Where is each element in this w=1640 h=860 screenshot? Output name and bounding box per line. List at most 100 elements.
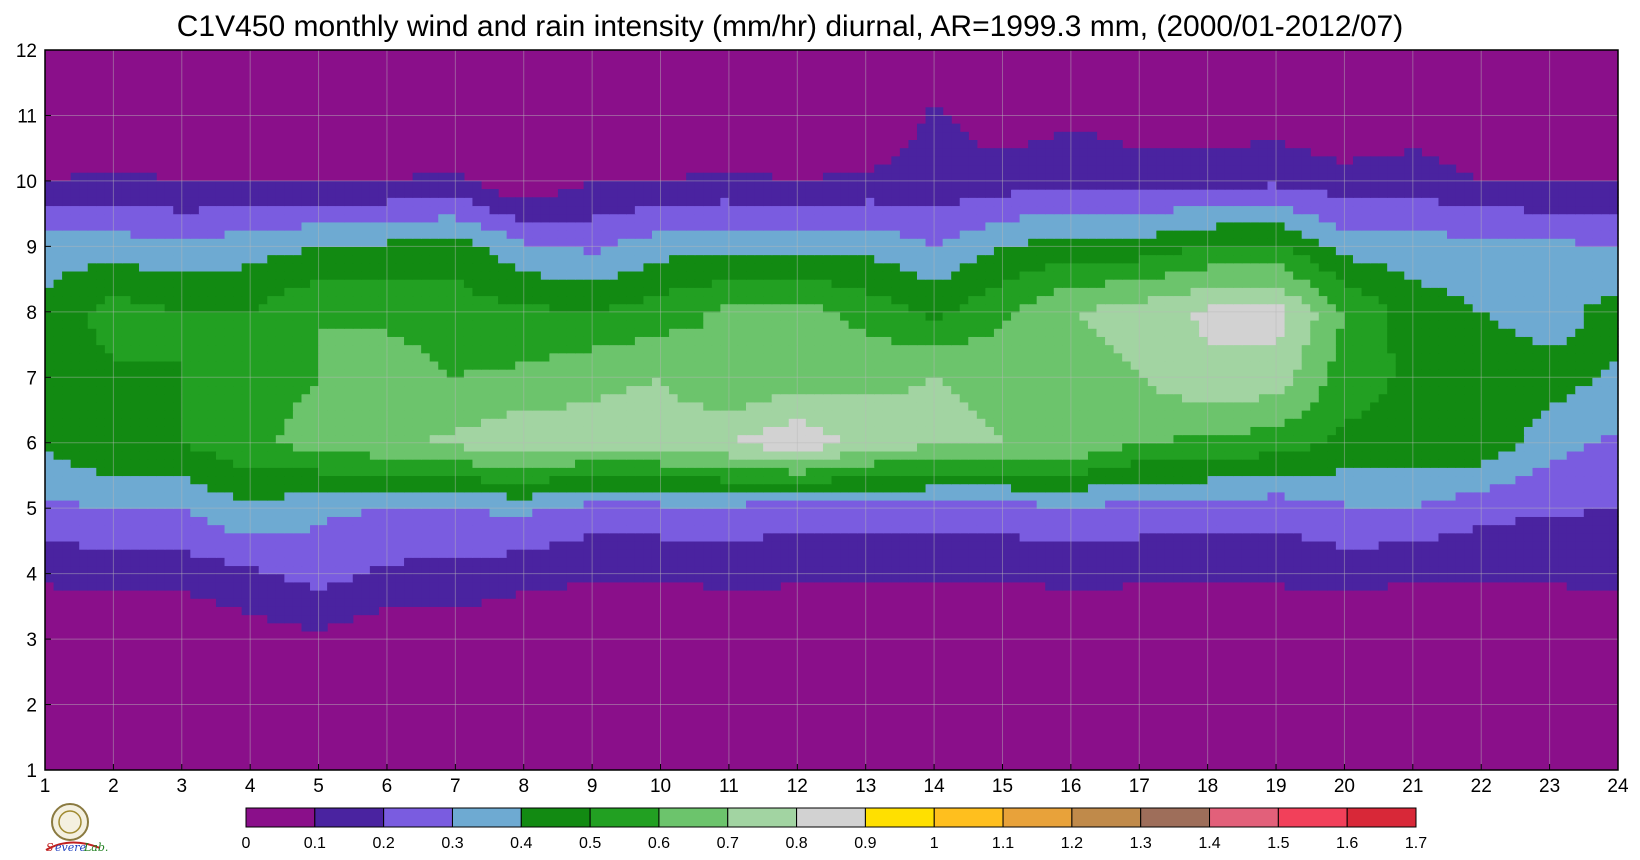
contour-cell [1139, 369, 1149, 378]
contour-cell [207, 581, 217, 591]
contour-cell [1062, 524, 1072, 534]
contour-cell [1011, 426, 1021, 436]
contour-cell [1310, 540, 1320, 550]
contour-cell [215, 598, 226, 607]
contour-cell [498, 581, 508, 591]
contour-cell [1036, 532, 1046, 542]
contour-cell [651, 516, 662, 526]
contour-cell [233, 467, 243, 477]
contour-cell [215, 475, 226, 485]
contour-cell [754, 524, 764, 534]
contour-cell [438, 573, 448, 583]
contour-cell [1566, 516, 1576, 526]
contour-cell [1498, 401, 1508, 411]
contour-cell [1284, 532, 1294, 542]
contour-cell [318, 614, 328, 624]
contour-cell [1173, 434, 1183, 444]
contour-cell [780, 475, 790, 485]
contour-cell [891, 573, 901, 583]
contour-cell [455, 557, 465, 567]
contour-cell [1404, 540, 1414, 550]
contour-cell [822, 557, 833, 567]
contour-cell [284, 385, 294, 395]
contour-cell [822, 508, 833, 517]
contour-cell [352, 540, 362, 550]
contour-cell [45, 434, 55, 444]
contour-cell [1575, 483, 1585, 493]
contour-cell [575, 467, 585, 477]
contour-cell [1609, 483, 1619, 493]
contour-cell [267, 573, 277, 583]
contour-cell [1173, 377, 1183, 387]
contour-cell [1250, 434, 1260, 444]
contour-cell [1455, 410, 1465, 419]
contour-cell [1370, 459, 1380, 468]
contour-cell [1011, 459, 1021, 468]
contour-cell [908, 442, 918, 452]
contour-cell [557, 508, 568, 517]
contour-cell [1344, 450, 1354, 460]
contour-cell [1053, 581, 1063, 591]
contour-cell [1421, 573, 1431, 583]
contour-cell [617, 565, 627, 575]
contour-cell [233, 418, 243, 427]
contour-cell [412, 557, 422, 567]
contour-cell [1002, 573, 1012, 583]
contour-cell [583, 434, 593, 444]
contour-cell [1609, 475, 1619, 485]
contour-cell [882, 573, 892, 583]
contour-cell [1173, 540, 1183, 550]
contour-cell [1438, 385, 1448, 395]
contour-cell [1327, 581, 1337, 591]
contour-cell [386, 385, 397, 395]
contour-cell [438, 426, 448, 436]
contour-cell [1344, 475, 1354, 485]
contour-cell [1532, 426, 1542, 436]
contour-cell [634, 450, 645, 460]
contour-cell [455, 590, 465, 599]
contour-cell [327, 500, 337, 509]
contour-cell [1276, 467, 1286, 477]
contour-cell [1113, 410, 1123, 419]
contour-cell [1036, 393, 1046, 403]
contour-cell [1566, 442, 1576, 452]
contour-cell [874, 540, 884, 550]
contour-cell [1276, 401, 1286, 411]
contour-cell [404, 508, 414, 517]
contour-cell [190, 385, 200, 395]
contour-cell [121, 401, 132, 411]
contour-cell [1549, 369, 1559, 378]
contour-cell [1096, 549, 1106, 558]
contour-cell [506, 491, 516, 501]
contour-cell [369, 549, 380, 558]
contour-cell [121, 418, 132, 427]
contour-cell [1583, 426, 1593, 436]
contour-cell [70, 540, 80, 550]
contour-cell [87, 483, 97, 493]
contour-cell [1156, 508, 1166, 517]
contour-cell [1284, 557, 1294, 567]
contour-cell [224, 369, 234, 378]
contour-cell [822, 393, 833, 403]
contour-cell [344, 614, 354, 624]
contour-cell [53, 377, 63, 387]
contour-cell [335, 573, 345, 583]
contour-cell [1498, 475, 1508, 485]
contour-cell [292, 590, 303, 599]
contour-cell [1267, 410, 1277, 419]
contour-cell [310, 524, 320, 534]
contour-cell [1515, 393, 1525, 403]
contour-cell [763, 540, 773, 550]
contour-cell [250, 598, 260, 607]
contour-cell [1327, 418, 1337, 427]
contour-cell [1028, 442, 1038, 452]
contour-cell [1173, 549, 1183, 558]
contour-cell [1541, 393, 1551, 403]
contour-cell [438, 557, 448, 567]
contour-cell [848, 508, 858, 517]
contour-cell [540, 377, 550, 387]
contour-cell [446, 573, 456, 583]
contour-cell [310, 622, 320, 632]
contour-cell [942, 524, 952, 534]
contour-cell [865, 450, 875, 460]
